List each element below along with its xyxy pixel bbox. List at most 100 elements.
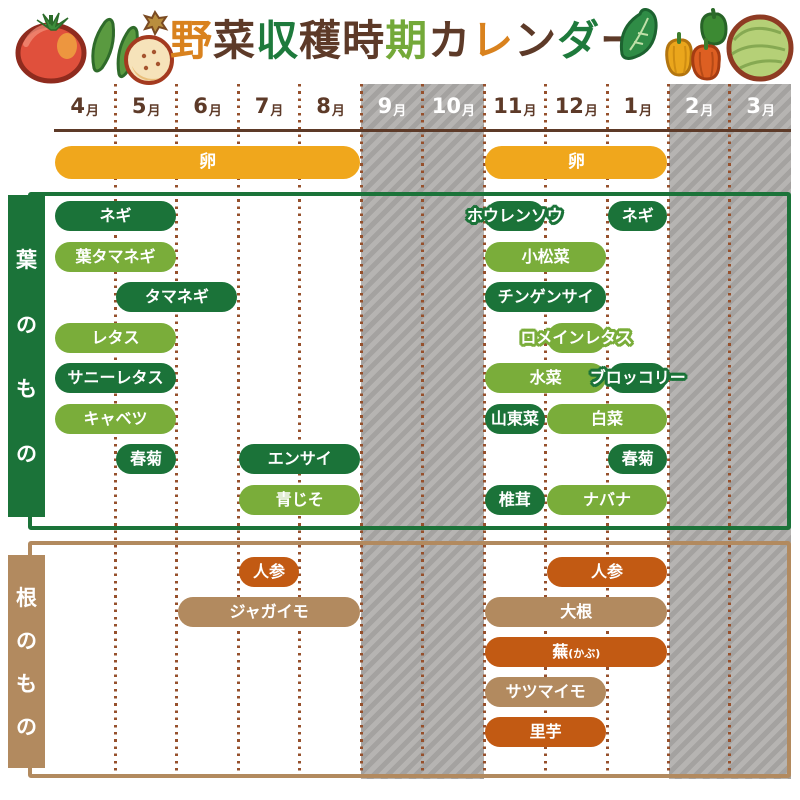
pill-label: 卵 [567,152,585,172]
month-label: 10 月 [423,86,484,126]
pill-label: 卵 [199,152,217,172]
section-label-char: も [16,377,37,402]
harvest-pill: エンサイ [239,444,361,474]
harvest-pill: ネギ [608,201,668,231]
title-char: ダ [557,16,601,65]
harvest-pill: レタス [55,322,176,353]
pill-label: 葉タマネギ [75,246,156,266]
month-number: 4 [70,94,86,118]
pill-label: ブロッコリー [589,368,686,387]
pill-label: 蕪 [552,642,569,661]
month-divider-line [175,84,179,779]
month-divider-line [359,84,363,779]
month-number: 2 [684,94,700,118]
pill-label: ロメインレタス [520,327,633,347]
right-vegetable-illustration [619,8,794,82]
egg-bar: 卵 [485,146,668,179]
month-divider-line [728,84,732,779]
title-char: 収 [256,16,300,65]
month-number: 12 [554,94,584,118]
pill-label: タマネギ [144,287,209,306]
harvest-pill: 里芋 [485,717,607,747]
pill-label-note: (かぶ) [568,646,601,660]
title-char: 期 [385,16,429,65]
harvest-pill: チンゲンサイ [485,282,607,312]
cabbage-icon [726,14,794,82]
pill-label: 山東菜 [490,408,539,428]
egg-bar: 卵 [55,146,361,179]
harvest-pill: 人参 [546,557,668,587]
month-suffix: 月 [462,104,476,119]
section-label-char: も [16,672,37,696]
pill-label: サツマイモ [505,682,586,701]
harvest-pill: ロメインレタス [520,322,632,353]
pill-label: 青じそ [275,489,324,509]
pill-label: ネギ [621,206,654,225]
green-pepper-icon [700,8,728,46]
pill-label: キャベツ [83,408,148,428]
pill-label: 小松菜 [521,246,570,266]
month-number: 6 [193,94,208,118]
month-suffix: 月 [331,104,345,119]
month-number: 10 [431,94,462,118]
month-divider-line [421,84,425,779]
month-divider-line [667,84,670,779]
month-number: 5 [131,94,147,118]
pill-label: 大根 [560,602,593,621]
month-suffix: 月 [147,104,161,119]
section-label-root: 根のもの [8,555,45,768]
month-divider-line [482,84,486,779]
pill-label: 白菜 [591,408,624,428]
pill-label: ジャガイモ [229,602,309,621]
page-title: 野菜収穫時期カレンダー [170,16,642,65]
okra-cross-section-icon [142,10,169,37]
month-suffix: 月 [393,104,407,119]
month-label: 12 月 [546,86,607,126]
month-number: 7 [254,94,270,118]
pill-label: ナバナ [583,489,632,509]
harvest-pill: 椎茸 [485,484,545,515]
month-suffix: 月 [639,104,653,119]
pill-label: 里芋 [529,722,562,741]
month-number: 9 [377,94,393,118]
yellow-pepper-icon [665,32,693,77]
harvest-pill: ブロッコリー [590,363,686,393]
title-char: レ [471,16,515,65]
section-label-char: の [16,629,37,653]
month-number: 1 [623,94,639,118]
title-char: 穫 [299,16,343,65]
title-char: カ [428,16,472,65]
harvest-pill: 白菜 [546,403,668,434]
month-suffix: 月 [86,104,100,119]
month-suffix: 月 [700,104,714,119]
pill-label: 水菜 [529,368,562,387]
section-box-root [28,541,791,778]
section-label-char: の [16,715,37,739]
harvest-pill: ホウレンソウ [467,201,563,231]
month-divider-line [236,84,240,779]
harvest-pill: 大根 [485,597,668,627]
month-number: 8 [316,94,331,118]
section-label-char: 葉 [16,247,37,272]
pill-label: チンゲンサイ [497,287,594,306]
pill-label: 人参 [253,562,286,581]
title-char: ン [514,16,558,65]
harvest-pill: サツマイモ [485,677,607,707]
tomato-icon [15,12,87,84]
pill-label: ホウレンソウ [466,206,563,225]
month-axis-line [54,129,792,132]
pill-label: 春菊 [130,449,163,468]
title-char: 野 [170,16,214,65]
harvest-pill: 人参 [239,557,299,587]
month-suffix: 月 [584,104,598,119]
harvest-pill: ナバナ [546,484,668,515]
